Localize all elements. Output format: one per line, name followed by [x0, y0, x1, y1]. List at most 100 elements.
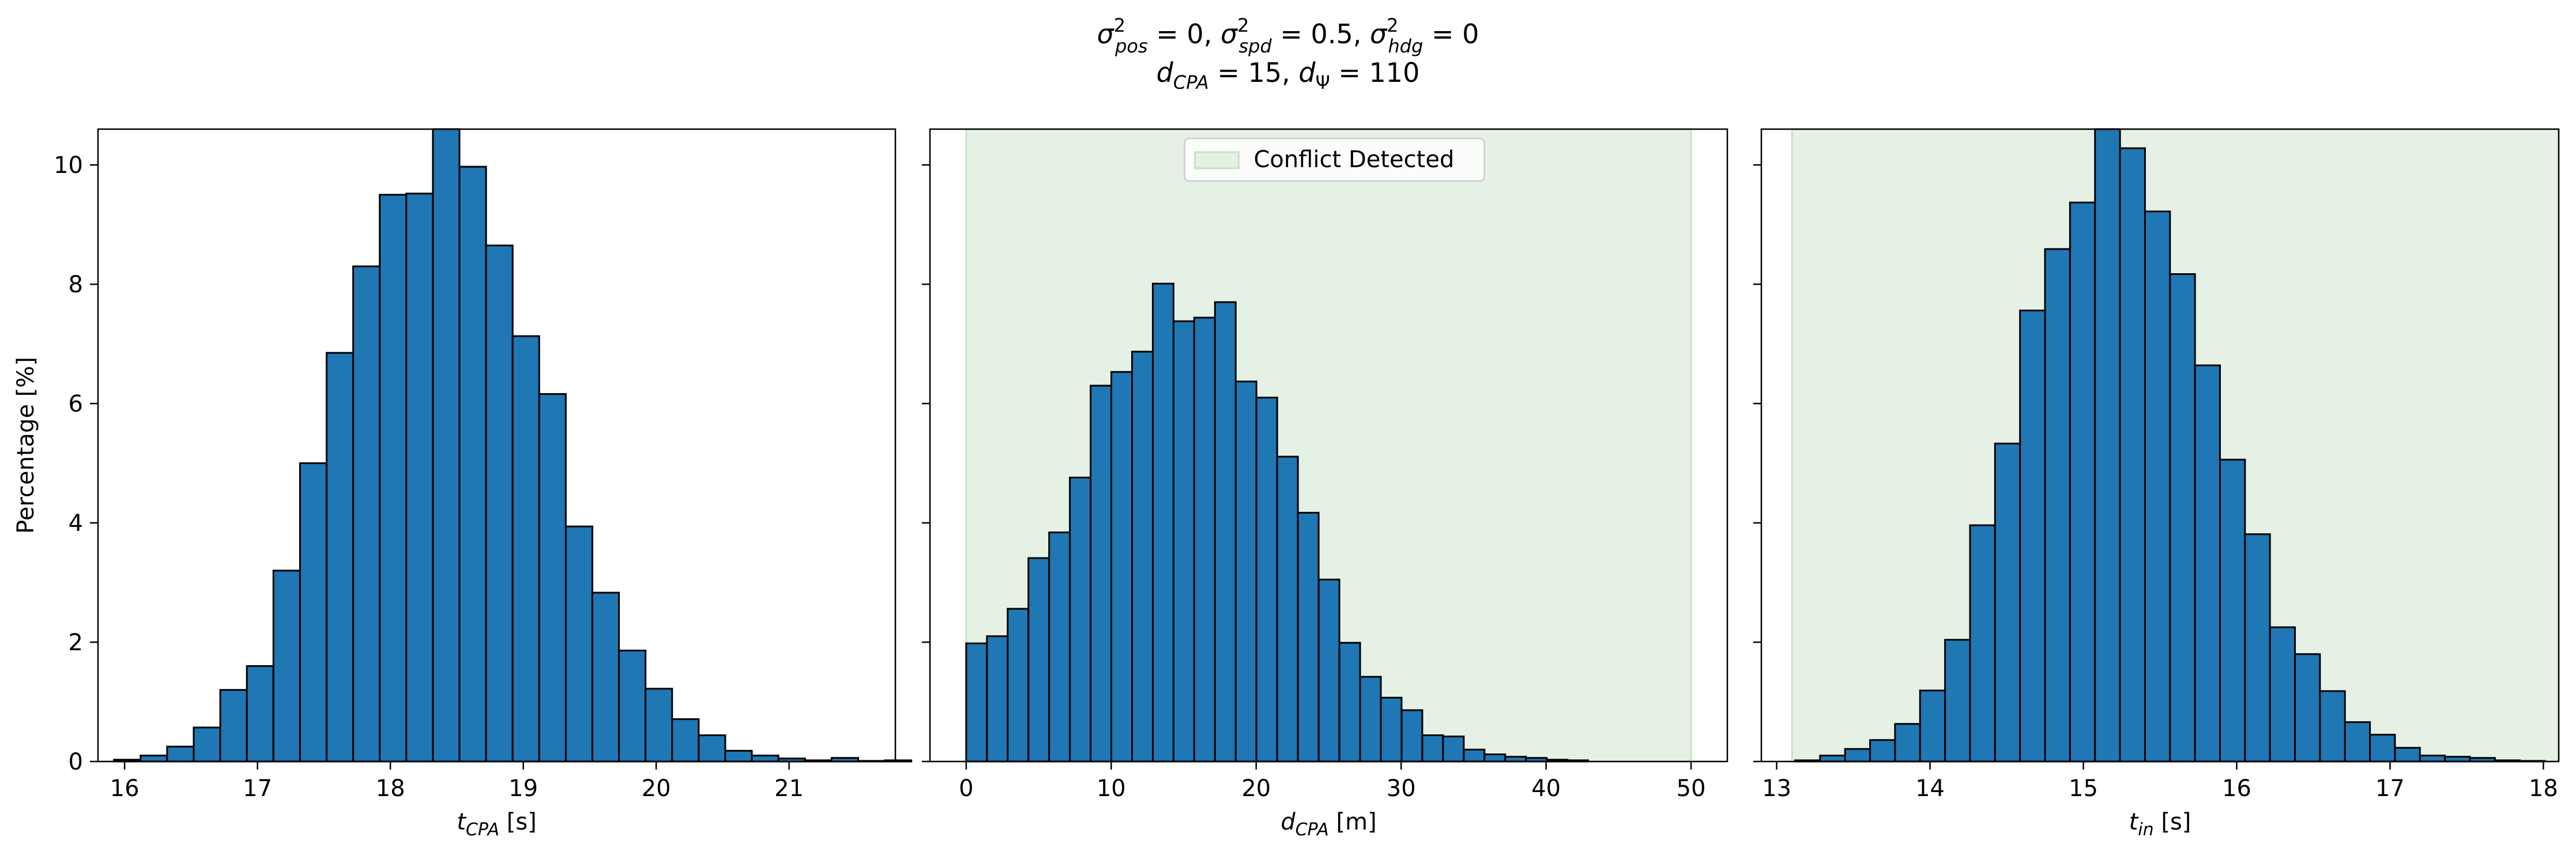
histogram-bar: [751, 755, 779, 763]
x-tick-label: 10: [1097, 775, 1126, 802]
histogram-bar: [1172, 320, 1195, 763]
x-tick-label: 30: [1387, 775, 1416, 802]
histogram-bar: [219, 689, 248, 763]
histogram-bar: [724, 749, 753, 763]
histogram-bar: [1317, 578, 1340, 763]
histogram-bar: [379, 194, 408, 763]
x-axis-label: tCPA [s]: [457, 809, 537, 840]
histogram-bar: [618, 650, 647, 763]
histogram-bar: [1819, 755, 1846, 763]
x-tick-label: 40: [1531, 775, 1561, 802]
histogram-bar: [1463, 748, 1486, 763]
axes-frame: [97, 128, 897, 763]
histogram-bar: [511, 335, 540, 763]
histogram-bar: [1276, 455, 1299, 763]
histogram-bar: [1869, 739, 1896, 763]
histogram-bar: [166, 745, 195, 763]
histogram-bar: [2394, 747, 2421, 763]
histogram-bar: [1151, 282, 1174, 763]
histogram-bar: [1969, 524, 1996, 763]
histogram-bar: [1483, 753, 1507, 763]
x-tick-label: 18: [2529, 775, 2558, 802]
x-tick-label: 18: [376, 775, 405, 802]
y-axis-label: Percentage [%]: [13, 357, 39, 534]
y-tick-label: 10: [54, 152, 83, 179]
histogram-bar: [2069, 201, 2096, 763]
histogram-bar: [986, 635, 1009, 763]
histogram-bar: [2269, 626, 2296, 763]
histogram-bar: [645, 688, 673, 763]
x-tick-label: 15: [2069, 775, 2098, 802]
histogram-dcpa: 0 10 20 30 40 50 dCPA [m] Conflict Detected: [922, 128, 1728, 840]
histogram-bar: [1131, 350, 1154, 763]
histogram-bar: [1421, 734, 1444, 763]
axes-frame: [1760, 128, 2560, 763]
histogram-bar: [325, 352, 355, 763]
x-tick-label: 20: [642, 775, 671, 802]
legend-label: Conflict Detected: [1254, 146, 1455, 173]
x-tick-label: 17: [243, 775, 272, 802]
histogram-bar: [1255, 397, 1278, 763]
histogram-bar: [432, 128, 461, 763]
histogram-bar: [1359, 676, 1382, 763]
histogram-bar: [2144, 210, 2171, 763]
histogram-bar: [246, 665, 274, 763]
histogram-bar: [2119, 147, 2146, 763]
histogram-bar: [1297, 511, 1320, 763]
histogram-bar: [2219, 458, 2246, 763]
histogram-bar: [299, 462, 327, 763]
y-tick-label: 6: [69, 391, 83, 417]
histogram-bar: [671, 718, 700, 763]
histogram-bar: [1090, 384, 1113, 763]
y-tick-label: 2: [69, 629, 83, 656]
histogram-bar: [1380, 696, 1403, 763]
histogram-bar: [1110, 371, 1133, 763]
x-tick-label: 14: [1915, 775, 1945, 802]
histogram-bar: [1007, 608, 1030, 763]
histogram-bar: [1844, 748, 1871, 763]
histogram-bar: [1048, 531, 1071, 763]
x-tick-label: 16: [2222, 775, 2251, 802]
histogram-bar: [591, 591, 620, 763]
histogram-bar: [2019, 310, 2046, 763]
histogram-bar: [140, 755, 168, 763]
histogram-bar: [564, 525, 593, 763]
histogram-bar: [1069, 476, 1092, 763]
histogram-bar: [352, 265, 381, 763]
histogram-bar: [1919, 689, 1946, 763]
histogram-bar: [1234, 380, 1257, 763]
histogram-bar: [2294, 653, 2321, 763]
histogram-bar: [272, 570, 301, 763]
histogram-bar: [1944, 639, 1971, 763]
legend: Conflict Detected: [1184, 137, 1485, 182]
histogram-bar: [538, 393, 567, 763]
x-tick-label: 21: [774, 775, 804, 802]
histogram-bar: [1994, 442, 2021, 763]
histogram-bar: [1338, 642, 1361, 763]
histogram-bar: [2244, 533, 2271, 763]
histogram-bar: [2169, 273, 2196, 763]
histogram-bar: [1027, 557, 1050, 763]
histogram-bar: [1214, 301, 1237, 763]
histogram-bar: [698, 734, 726, 763]
histogram-bar: [1193, 316, 1216, 763]
histogram-tin: 13 14 15 16 17 18 tin [s]: [1753, 128, 2560, 840]
histogram-bar: [2094, 128, 2121, 763]
x-tick-label: 13: [1762, 775, 1791, 802]
x-tick-label: 0: [959, 775, 973, 802]
histogram-bar: [2319, 690, 2346, 763]
y-tick-label: 4: [69, 510, 83, 537]
x-tick-label: 20: [1241, 775, 1271, 802]
x-tick-label: 19: [509, 775, 538, 802]
legend-box: [1184, 137, 1485, 182]
histogram-bar: [2344, 721, 2371, 763]
histogram-bar: [193, 726, 221, 763]
histogram-tcpa: 16 17 18 19 20 21 0 2 4 6 8 10 tCPA [s] Percentage [%…: [13, 128, 913, 840]
x-axis-label: dCPA [m]: [1281, 809, 1376, 840]
x-tick-label: 50: [1677, 775, 1706, 802]
figure-title-line1: σ2 pos = 0, σ2 spd = 0.5, σ2 hdg = 0: [1097, 14, 1479, 57]
histogram-bar: [2194, 364, 2221, 763]
histogram-bar: [458, 165, 487, 763]
histogram-bar: [1894, 723, 1921, 763]
histogram-bar: [965, 642, 988, 763]
